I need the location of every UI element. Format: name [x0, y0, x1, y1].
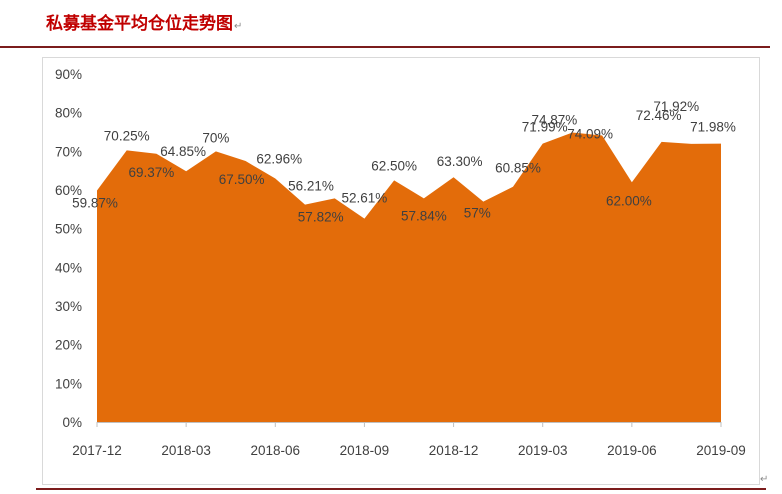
data-label: 70%: [202, 130, 229, 145]
y-tick-label: 10%: [55, 376, 82, 391]
y-tick-label: 70%: [55, 144, 82, 159]
data-label: 71.92%: [653, 99, 699, 114]
data-label: 52.61%: [342, 191, 388, 206]
x-tick-label: 2018-03: [161, 443, 211, 458]
paragraph-mark-icon: ↵: [234, 21, 243, 32]
data-label: 72.46%: [636, 108, 682, 123]
y-tick-label: 90%: [55, 67, 82, 82]
data-label: 62.96%: [256, 152, 302, 167]
data-label: 71.99%: [522, 120, 568, 135]
data-label: 62.00%: [606, 193, 652, 208]
bottom-divider: [36, 488, 766, 490]
y-tick-label: 0%: [62, 415, 82, 430]
data-label: 74.09%: [567, 127, 613, 142]
top-divider: [0, 46, 770, 48]
page-title-text: 私募基金平均仓位走势图: [46, 14, 233, 33]
x-tick-label: 2019-06: [607, 443, 657, 458]
data-label: 59.87%: [72, 196, 118, 211]
data-label: 57%: [464, 206, 491, 221]
data-label: 57.84%: [401, 208, 447, 223]
data-label: 70.25%: [104, 128, 150, 143]
paragraph-mark-icon-end: ↵: [760, 474, 769, 485]
data-label: 62.50%: [371, 158, 417, 173]
x-tick-label: 2018-12: [429, 443, 479, 458]
data-label: 71.98%: [690, 120, 736, 135]
data-label: 56.21%: [288, 179, 334, 194]
data-label: 69.37%: [129, 165, 175, 180]
y-tick-label: 80%: [55, 106, 82, 121]
area-series: [97, 132, 721, 422]
x-tick-label: 2018-06: [251, 443, 301, 458]
x-tick-label: 2019-09: [696, 443, 746, 458]
y-tick-label: 20%: [55, 338, 82, 353]
y-tick-label: 40%: [55, 260, 82, 275]
page-title: 私募基金平均仓位走势图↵: [46, 9, 242, 34]
x-tick-label: 2018-09: [340, 443, 390, 458]
data-label: 67.50%: [219, 172, 265, 187]
y-tick-label: 60%: [55, 183, 82, 198]
y-tick-label: 30%: [55, 299, 82, 314]
data-label: 64.85%: [160, 144, 206, 159]
x-tick-label: 2019-03: [518, 443, 568, 458]
x-tick-label: 2017-12: [72, 443, 122, 458]
y-tick-label: 50%: [55, 222, 82, 237]
data-label: 63.30%: [437, 154, 483, 169]
data-label: 74.87%: [532, 113, 578, 128]
data-label: 60.85%: [495, 161, 541, 176]
data-label: 57.82%: [298, 209, 344, 224]
